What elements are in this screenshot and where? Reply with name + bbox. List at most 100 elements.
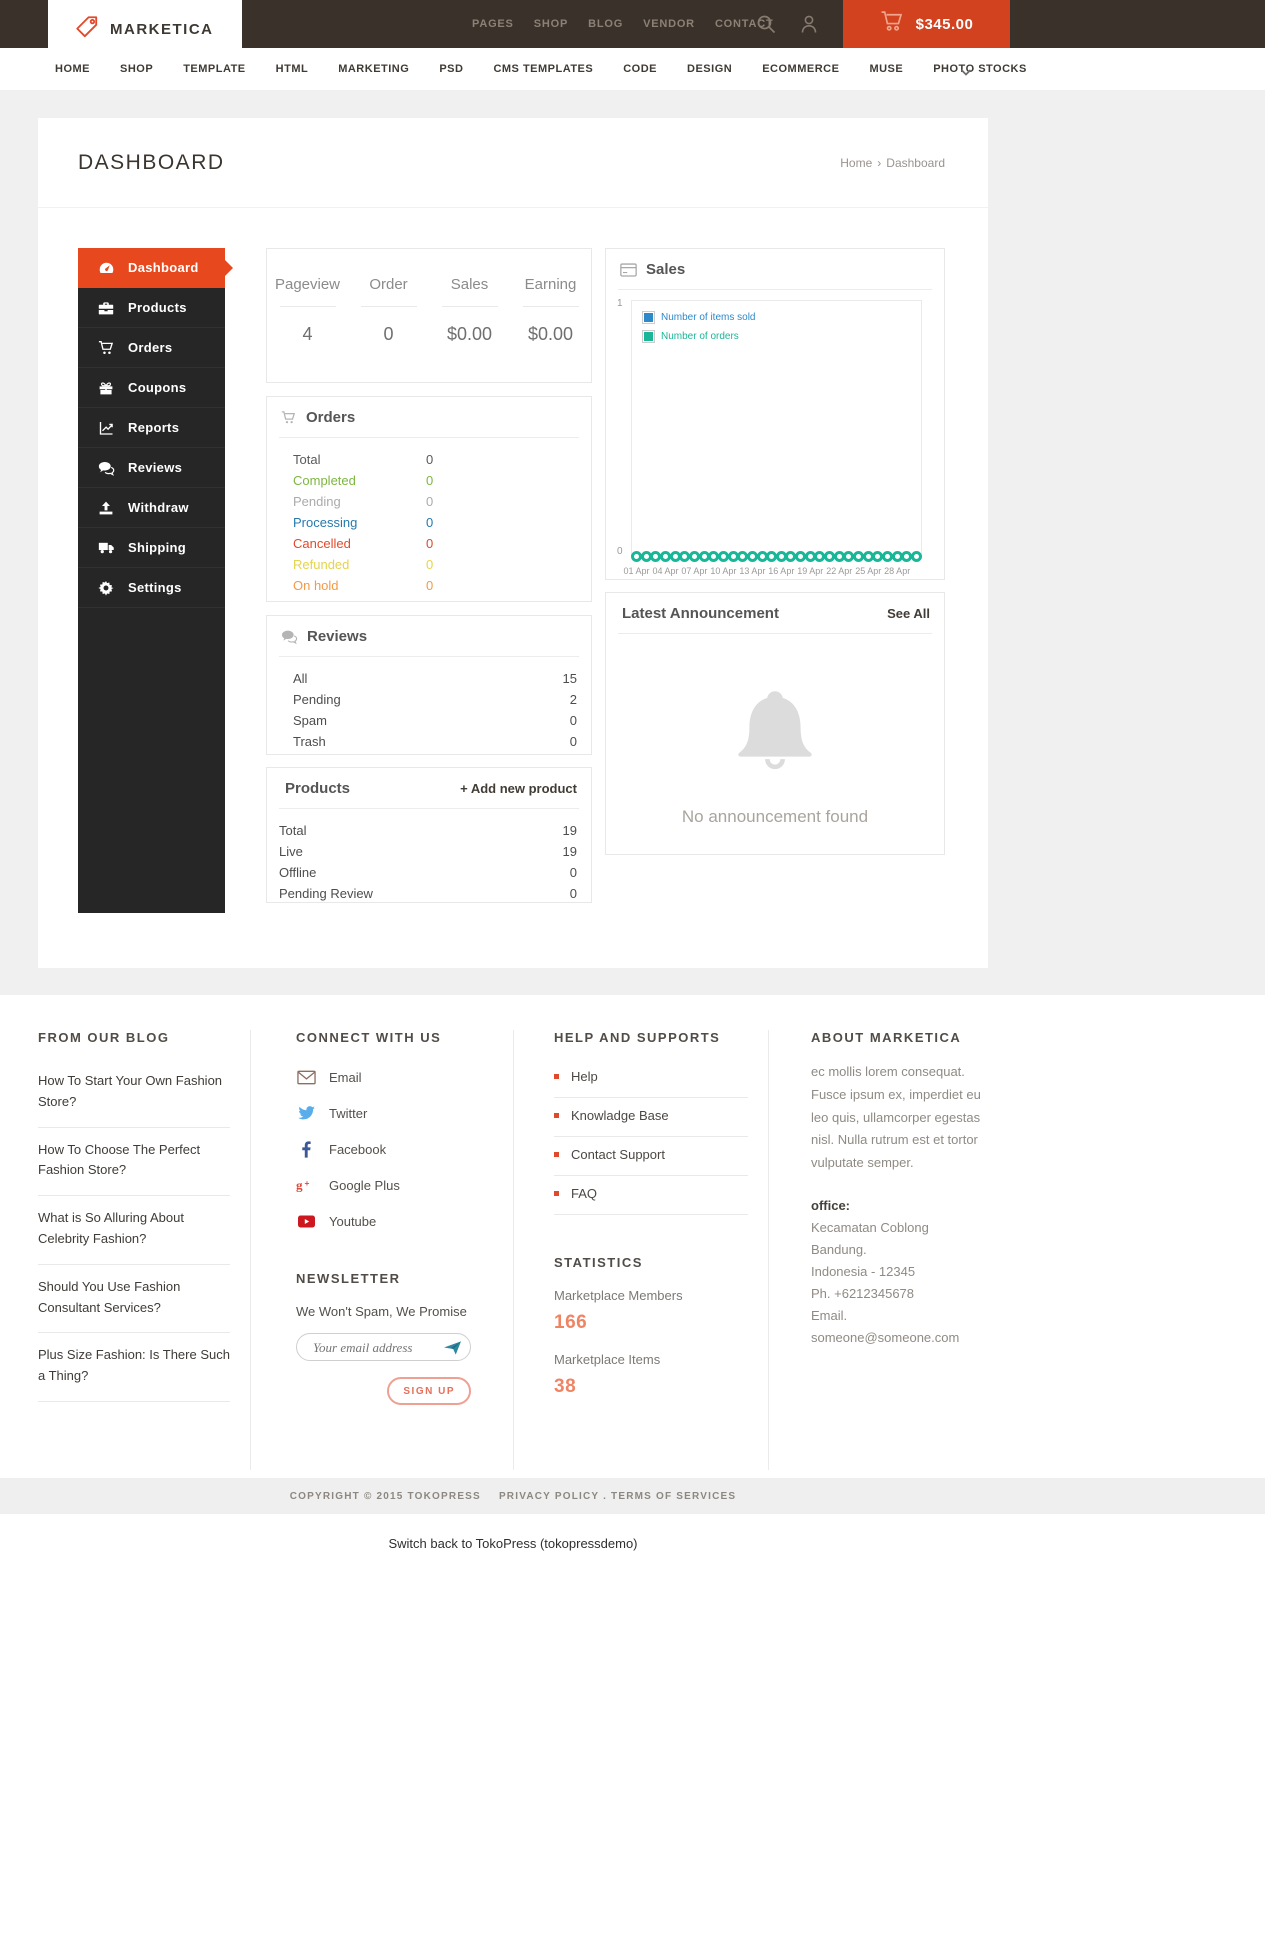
statistics-heading: STATISTICS — [554, 1255, 643, 1270]
cart-icon — [97, 340, 115, 356]
social-link[interactable]: Twitter — [296, 1095, 493, 1131]
legend-entry: Number of items sold — [642, 311, 755, 324]
chart-line-icon — [97, 420, 115, 436]
office-line: Indonesia - 12345 — [811, 1264, 916, 1280]
data-point — [911, 551, 922, 562]
order-status-label[interactable]: Processing — [293, 515, 358, 530]
sidebar-item[interactable]: Settings — [78, 568, 225, 608]
order-status-label[interactable]: Total — [293, 452, 321, 467]
reviews-panel-title: Reviews — [307, 628, 368, 645]
blog-post-link[interactable]: What is So Alluring About Celebrity Fash… — [38, 1196, 230, 1265]
cart-button[interactable]: $345.00 — [843, 0, 1010, 48]
vendor-sidebar: Dashboard Products Orders Coupons Report… — [78, 248, 233, 913]
switch-back-link[interactable]: Switch back to TokoPress (tokopressdemo) — [388, 1536, 638, 1551]
help-link[interactable]: Contact Support — [554, 1137, 748, 1176]
data-point — [891, 551, 903, 562]
sidebar-item[interactable]: Orders — [78, 328, 225, 368]
main-nav-item[interactable]: HTML — [275, 63, 309, 75]
user-account-icon[interactable] — [798, 13, 820, 35]
order-status-label[interactable]: Cancelled — [293, 536, 351, 551]
main-nav-item[interactable]: CMS TEMPLATES — [493, 63, 594, 75]
add-new-product-link[interactable]: + Add new product — [460, 781, 577, 796]
social-link[interactable]: Facebook — [296, 1131, 493, 1167]
stat-label: Pageview — [274, 276, 341, 293]
top-nav-item[interactable]: BLOG — [588, 18, 624, 30]
product-status-label[interactable]: Offline — [279, 865, 317, 880]
orders-panel: Orders Total 0 Completed 0 Pending 0 — [266, 396, 592, 602]
youtube-icon — [296, 1215, 316, 1228]
help-link[interactable]: FAQ — [554, 1176, 748, 1215]
product-status-label[interactable]: Live — [279, 844, 303, 859]
chevron-down-icon[interactable] — [960, 64, 972, 82]
gplus-icon: g + — [296, 1178, 316, 1193]
legend-label: Number of orders — [661, 331, 739, 342]
sidebar-item[interactable]: Reviews — [78, 448, 225, 488]
blog-post-link[interactable]: Should You Use Fashion Consultant Servic… — [38, 1265, 230, 1334]
order-status-label[interactable]: Refunded — [293, 557, 350, 572]
bullet-icon — [554, 1113, 559, 1118]
main-nav-item[interactable]: ECOMMERCE — [762, 63, 840, 75]
sidebar-item-label: Dashboard — [128, 260, 199, 275]
sidebar-item[interactable]: Products — [78, 288, 225, 328]
newsletter-email-input[interactable] — [311, 1339, 445, 1357]
social-link[interactable]: Email — [296, 1059, 493, 1095]
top-nav-item[interactable]: SHOP — [533, 18, 569, 30]
product-status-label[interactable]: Total — [279, 823, 307, 838]
main-nav-item[interactable]: MUSE — [869, 63, 904, 75]
help-link[interactable]: Knowladge Base — [554, 1098, 748, 1137]
brand-name: MARKETICA — [110, 20, 214, 38]
copyright-links[interactable]: PRIVACY POLICY . TERMS OF SERVICES — [498, 1490, 737, 1502]
social-link[interactable]: Youtube — [296, 1203, 493, 1239]
breadcrumb-home[interactable]: Home — [840, 155, 873, 170]
announcement-empty-text: No announcement found — [681, 807, 869, 826]
main-nav-item[interactable]: PHOTO STOCKS — [933, 63, 1027, 75]
blog-post-link[interactable]: How To Choose The Perfect Fashion Store? — [38, 1128, 230, 1197]
data-point — [659, 551, 671, 562]
main-nav-item[interactable]: DESIGN — [687, 63, 733, 75]
main-nav-item[interactable]: PSD — [439, 63, 464, 75]
sidebar-item[interactable]: Dashboard — [78, 248, 233, 288]
main-nav-item[interactable]: SHOP — [120, 63, 154, 75]
search-icon[interactable] — [755, 13, 777, 35]
main-nav-item[interactable]: HOME — [55, 63, 90, 75]
social-link[interactable]: g + Google Plus — [296, 1167, 493, 1203]
order-status-value: 0 — [426, 452, 434, 467]
sales-chart: 1 0 Number of items sold Number of order… — [606, 290, 944, 584]
order-status-value: 0 — [426, 494, 434, 509]
review-filter-label[interactable]: Trash — [293, 734, 326, 749]
main-nav-item[interactable]: MARKETING — [338, 63, 410, 75]
order-status-value: 0 — [426, 578, 434, 593]
top-nav-item[interactable]: VENDOR — [643, 18, 695, 30]
product-status-label[interactable]: Pending Review — [279, 886, 373, 901]
office-line: Kecamatan Coblong — [811, 1219, 929, 1235]
review-filter-label[interactable]: Pending — [293, 692, 341, 707]
footer-heading: FROM OUR BLOG — [38, 1030, 170, 1045]
data-point — [853, 551, 865, 562]
help-link[interactable]: Help — [554, 1059, 748, 1098]
signup-button[interactable]: SIGN UP — [387, 1377, 471, 1405]
blog-post-link[interactable]: Plus Size Fashion: Is There Such a Thing… — [38, 1333, 230, 1402]
main-nav-item[interactable]: TEMPLATE — [183, 63, 246, 75]
stat-value: 4 — [302, 324, 313, 344]
sidebar-item[interactable]: Withdraw — [78, 488, 225, 528]
order-status-label[interactable]: Completed — [293, 473, 356, 488]
review-filter-label[interactable]: Spam — [293, 713, 327, 728]
sidebar-item[interactable]: Coupons — [78, 368, 225, 408]
sales-panel: Sales 1 0 Number of items sold — [605, 248, 945, 580]
see-all-link[interactable]: See All — [887, 606, 930, 621]
sidebar-item[interactable]: Reports — [78, 408, 225, 448]
top-nav-item[interactable]: PAGES — [472, 18, 514, 30]
announcement-panel-header: Latest Announcement See All — [618, 593, 932, 634]
blog-post-link[interactable]: How To Start Your Own Fashion Store? — [38, 1059, 230, 1128]
order-status-label[interactable]: Pending — [293, 494, 341, 509]
data-point — [679, 551, 691, 562]
sidebar-item[interactable]: Shipping — [78, 528, 225, 568]
review-filter-label[interactable]: All — [293, 671, 308, 686]
main-nav-item[interactable]: CODE — [623, 63, 658, 75]
left-column: Pageview 4 Order 0 Sales $0.00 E — [266, 248, 592, 903]
review-filter-value: 0 — [569, 713, 577, 728]
sales-points — [631, 551, 922, 563]
send-icon[interactable] — [444, 1341, 461, 1360]
social-link-label: Youtube — [329, 1213, 377, 1229]
order-status-label[interactable]: On hold — [293, 578, 339, 593]
